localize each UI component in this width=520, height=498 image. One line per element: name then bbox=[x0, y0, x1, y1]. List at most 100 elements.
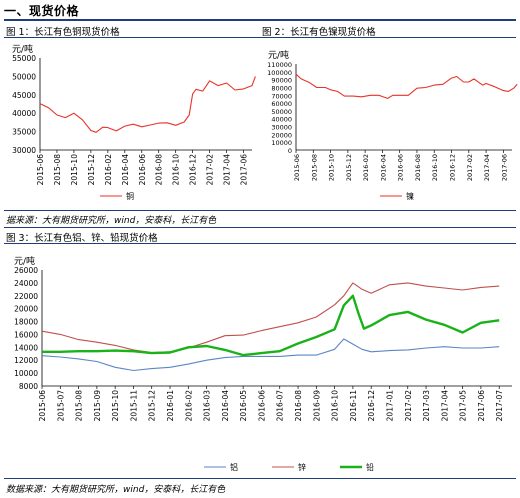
x-tick-label: 2017-06 bbox=[500, 154, 508, 181]
y-tick-label: 45000 bbox=[12, 91, 36, 100]
x-tick-label: 2017-05 bbox=[459, 390, 468, 422]
x-tick-label: 2016-06 bbox=[397, 154, 405, 181]
legend-label-nickel: 镍 bbox=[406, 191, 414, 201]
x-tick-label: 2016-05 bbox=[239, 390, 248, 422]
y-unit-label: 元/吨 bbox=[12, 43, 33, 55]
y-tick-label: 24000 bbox=[14, 279, 38, 288]
x-tick-label: 2016-03 bbox=[203, 390, 212, 422]
top-source-text: 据来源：大有期货研究所，wind，安泰科，长江有色 bbox=[6, 216, 217, 226]
y-tick-label: 40000 bbox=[271, 116, 292, 124]
x-tick-label: 2015-08 bbox=[53, 154, 62, 186]
x-tick-label: 2016-01 bbox=[166, 390, 175, 422]
figure2-caption: 图 2：长江有色镍现货价格 bbox=[262, 27, 376, 38]
y-unit-label: 元/吨 bbox=[14, 255, 35, 267]
x-tick-label: 2016-12 bbox=[367, 390, 376, 422]
series-line-nickel bbox=[295, 73, 518, 99]
x-tick-label: 2017-04 bbox=[483, 154, 491, 181]
x-tick-label: 2015-12 bbox=[345, 154, 353, 181]
x-tick-label: 2015-06 bbox=[36, 154, 45, 186]
bottom-source-rule bbox=[4, 478, 516, 479]
series-line-copper bbox=[39, 76, 256, 133]
x-tick-label: 2016-10 bbox=[331, 390, 340, 422]
x-tick-label: 2015-12 bbox=[148, 390, 157, 422]
x-tick-label: 2015-06 bbox=[293, 154, 301, 181]
y-tick-label: 22000 bbox=[14, 292, 38, 301]
x-tick-label: 2016-08 bbox=[414, 154, 422, 181]
x-tick-label: 2017-03 bbox=[422, 390, 431, 422]
y-tick-label: 12000 bbox=[14, 356, 38, 365]
x-tick-label: 2015-10 bbox=[70, 154, 79, 186]
series-line-lead bbox=[42, 294, 500, 357]
x-tick-label: 2016-04 bbox=[121, 154, 130, 186]
figure1-caption: 图 1：长江有色铜现货价格 bbox=[6, 27, 120, 38]
x-tick-label: 2016-02 bbox=[184, 390, 193, 422]
x-tick-label: 2017-02 bbox=[466, 154, 474, 181]
y-tick-label: 55000 bbox=[12, 54, 36, 63]
x-tick-label: 2016-02 bbox=[362, 154, 370, 181]
x-tick-label: 2016-02 bbox=[104, 154, 113, 186]
x-tick-label: 2015-11 bbox=[129, 390, 138, 422]
legend-label-lead: 铅 bbox=[366, 462, 374, 472]
y-unit-label: 元/吨 bbox=[268, 49, 289, 61]
y-tick-label: 20000 bbox=[14, 305, 38, 314]
x-tick-label: 2016-12 bbox=[449, 154, 457, 181]
y-tick-label: 60000 bbox=[271, 100, 292, 108]
section-rule bbox=[4, 19, 516, 21]
x-tick-label: 2017-06 bbox=[477, 390, 486, 422]
x-tick-label: 2016-08 bbox=[294, 390, 303, 422]
x-tick-label: 2016-06 bbox=[138, 154, 147, 186]
copper-chart: 元/吨 30000 35000 40000 45000 50000 55000 2015-06… bbox=[12, 43, 256, 201]
x-tick-label: 2017-02 bbox=[404, 390, 413, 422]
series-line-zinc bbox=[41, 282, 500, 354]
y-tick-label: 110000 bbox=[267, 61, 292, 69]
legend-label-copper: 铜 bbox=[126, 191, 134, 201]
y-tick-label: 80000 bbox=[271, 84, 292, 92]
x-tick-label: 2015-12 bbox=[87, 154, 96, 186]
x-tick-label: 2016-04 bbox=[221, 390, 230, 422]
x-tick-label: 2016-04 bbox=[379, 154, 387, 181]
y-tick-label: 100000 bbox=[267, 69, 292, 77]
x-tick-label: 2015-08 bbox=[310, 154, 318, 181]
x-tick-label: 2016-10 bbox=[431, 154, 439, 181]
y-tick-label: 30000 bbox=[271, 124, 292, 132]
x-tick-label: 2017-02 bbox=[206, 154, 215, 186]
x-tick-label: 2016-09 bbox=[312, 390, 321, 422]
y-tick-label: 10000 bbox=[14, 369, 38, 378]
aluminum-zinc-lead-chart: 元/吨 8000 10000 12000 14000 16000 18000 20000 220… bbox=[14, 255, 512, 472]
bottom-source-text: 数据来源：大有期货研究所，wind，安泰科，长江有色 bbox=[6, 485, 226, 495]
x-tick-label: 2016-08 bbox=[155, 154, 164, 186]
top-source-rule bbox=[4, 210, 516, 211]
y-tick-label: 20000 bbox=[271, 131, 292, 139]
x-tick-label: 2017-01 bbox=[385, 390, 394, 422]
x-tick-label: 2017-06 bbox=[240, 154, 249, 186]
x-tick-label: 2016-10 bbox=[172, 154, 181, 186]
x-tick-label: 2015-07 bbox=[56, 390, 65, 422]
x-tick-label: 2016-06 bbox=[257, 390, 266, 422]
x-tick-label: 2015-09 bbox=[93, 390, 102, 422]
nickel-chart: 元/吨 0100002000030000400005000060000700008… bbox=[267, 49, 518, 201]
series-line-aluminum bbox=[41, 338, 500, 372]
x-tick-label: 2016-12 bbox=[189, 154, 198, 186]
y-tick-label: 0 bbox=[288, 147, 292, 155]
x-tick-label: 2015-10 bbox=[111, 390, 120, 422]
caption-rule bbox=[4, 37, 516, 38]
figure3-caption-rule bbox=[4, 243, 516, 244]
y-tick-label: 18000 bbox=[14, 318, 38, 327]
x-tick-label: 2017-07 bbox=[495, 390, 504, 422]
x-tick-label: 2015-08 bbox=[75, 390, 84, 422]
x-tick-label: 2017-04 bbox=[223, 154, 232, 186]
y-tick-label: 16000 bbox=[14, 330, 38, 339]
y-tick-label: 50000 bbox=[271, 108, 292, 116]
y-tick-label: 8000 bbox=[19, 382, 38, 391]
section-title: 一、现货价格 bbox=[4, 4, 80, 18]
y-tick-label: 14000 bbox=[14, 343, 38, 352]
y-tick-label: 10000 bbox=[271, 139, 292, 147]
legend-label-aluminum: 铝 bbox=[230, 462, 238, 472]
y-tick-label: 30000 bbox=[12, 146, 36, 155]
x-tick-label: 2017-04 bbox=[440, 390, 449, 422]
y-tick-label: 70000 bbox=[271, 92, 292, 100]
y-tick-label: 40000 bbox=[12, 109, 36, 118]
x-tick-label: 2016-11 bbox=[349, 390, 358, 422]
figure3-top-rule bbox=[4, 227, 516, 228]
x-tick-label: 2016-07 bbox=[276, 390, 285, 422]
